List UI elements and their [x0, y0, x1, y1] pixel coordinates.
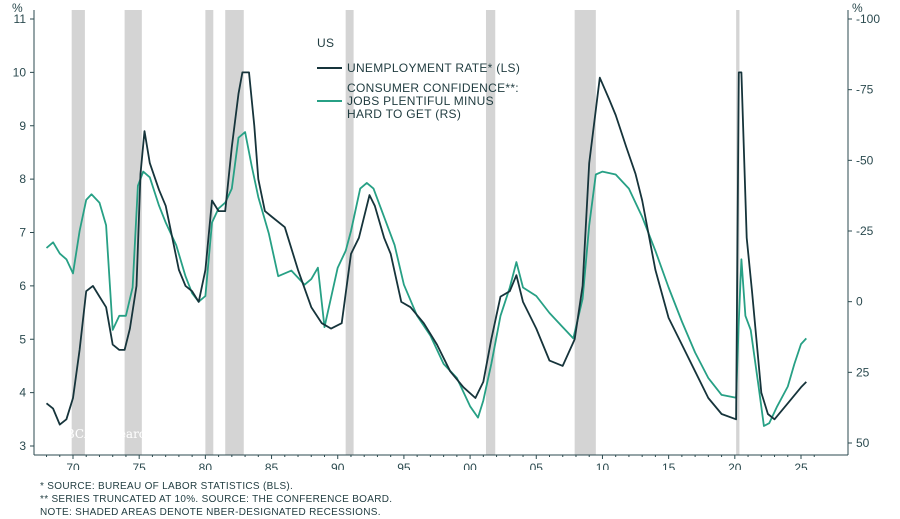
- x-tick-label: 70: [66, 461, 80, 470]
- legend-label-1: HARD TO GET (RS): [347, 107, 461, 121]
- x-tick-label: 20: [728, 461, 742, 470]
- recession-band-0: [71, 10, 85, 455]
- legend-title: US: [317, 36, 334, 50]
- recession-band-3: [225, 10, 244, 455]
- left-tick-label: 5: [19, 332, 26, 346]
- right-tick-label: 50: [856, 436, 870, 450]
- left-tick-label: 4: [19, 386, 26, 400]
- right-tick-label: 25: [856, 365, 870, 379]
- x-tick-label: 85: [265, 461, 279, 470]
- axes: % % 3 4 5 6 7 8 9 10 11 50 25 0 -25 -50 -75 -100 70 75 80 85 9…: [12, 1, 880, 470]
- right-tick-label: 0: [856, 295, 863, 309]
- left-tick-label: 7: [19, 226, 26, 240]
- right-tick-label: -100: [856, 12, 880, 26]
- recession-band-5: [485, 10, 496, 455]
- right-axis-unit: %: [852, 1, 863, 15]
- left-tick-label: 6: [19, 279, 26, 293]
- x-tick-label: 05: [530, 461, 544, 470]
- legend-label-1: JOBS PLENTIFUL MINUS: [347, 94, 494, 108]
- footnote-3: NOTE: SHADED AREAS DENOTE NBER-DESIGNATE…: [40, 507, 381, 518]
- right-tick-label: -75: [856, 83, 874, 97]
- x-tick-label: 15: [662, 461, 676, 470]
- right-tick-label: -50: [856, 153, 874, 167]
- x-tick-label: 90: [331, 461, 345, 470]
- left-tick-label: 11: [14, 12, 27, 26]
- left-axis-unit: %: [12, 1, 23, 15]
- left-tick-label: 10: [13, 65, 27, 79]
- recession-band-4: [345, 10, 354, 455]
- x-tick-label: 00: [463, 461, 477, 470]
- legend: US UNEMPLOYMENT RATE* (LS) CONSUMER CONFID…: [317, 36, 520, 121]
- legend-label-1: CONSUMER CONFIDENCE**:: [347, 81, 519, 95]
- x-tick-label: 10: [596, 461, 610, 470]
- footnote-1: * SOURCE: BUREAU OF LABOR STATISTICS (BL…: [40, 481, 294, 492]
- left-tick-label: 3: [19, 439, 26, 453]
- series-line-consumer-confidence: [45, 131, 807, 427]
- x-tick-label: 75: [133, 461, 147, 470]
- watermark: © BCA Research 2025: [50, 427, 188, 441]
- left-tick-label: 8: [19, 172, 26, 186]
- series-line-unemployment: [45, 71, 807, 426]
- footnote-2: ** SERIES TRUNCATED AT 10%. SOURCE: THE …: [40, 494, 393, 505]
- left-tick-label: 9: [19, 119, 26, 133]
- right-tick-label: -25: [856, 224, 874, 238]
- x-tick-label: 80: [199, 461, 213, 470]
- legend-label-0: UNEMPLOYMENT RATE* (LS): [347, 61, 520, 75]
- recession-band-1: [124, 10, 142, 455]
- series-lines: [45, 71, 807, 427]
- chart: % % 3 4 5 6 7 8 9 10 11 50 25 0 -25 -50 -75 -100 70 75 80 85 9…: [12, 1, 880, 470]
- x-tick-label: 25: [794, 461, 808, 470]
- footnotes: * SOURCE: BUREAU OF LABOR STATISTICS (BL…: [40, 480, 880, 519]
- x-tick-label: 95: [397, 461, 411, 470]
